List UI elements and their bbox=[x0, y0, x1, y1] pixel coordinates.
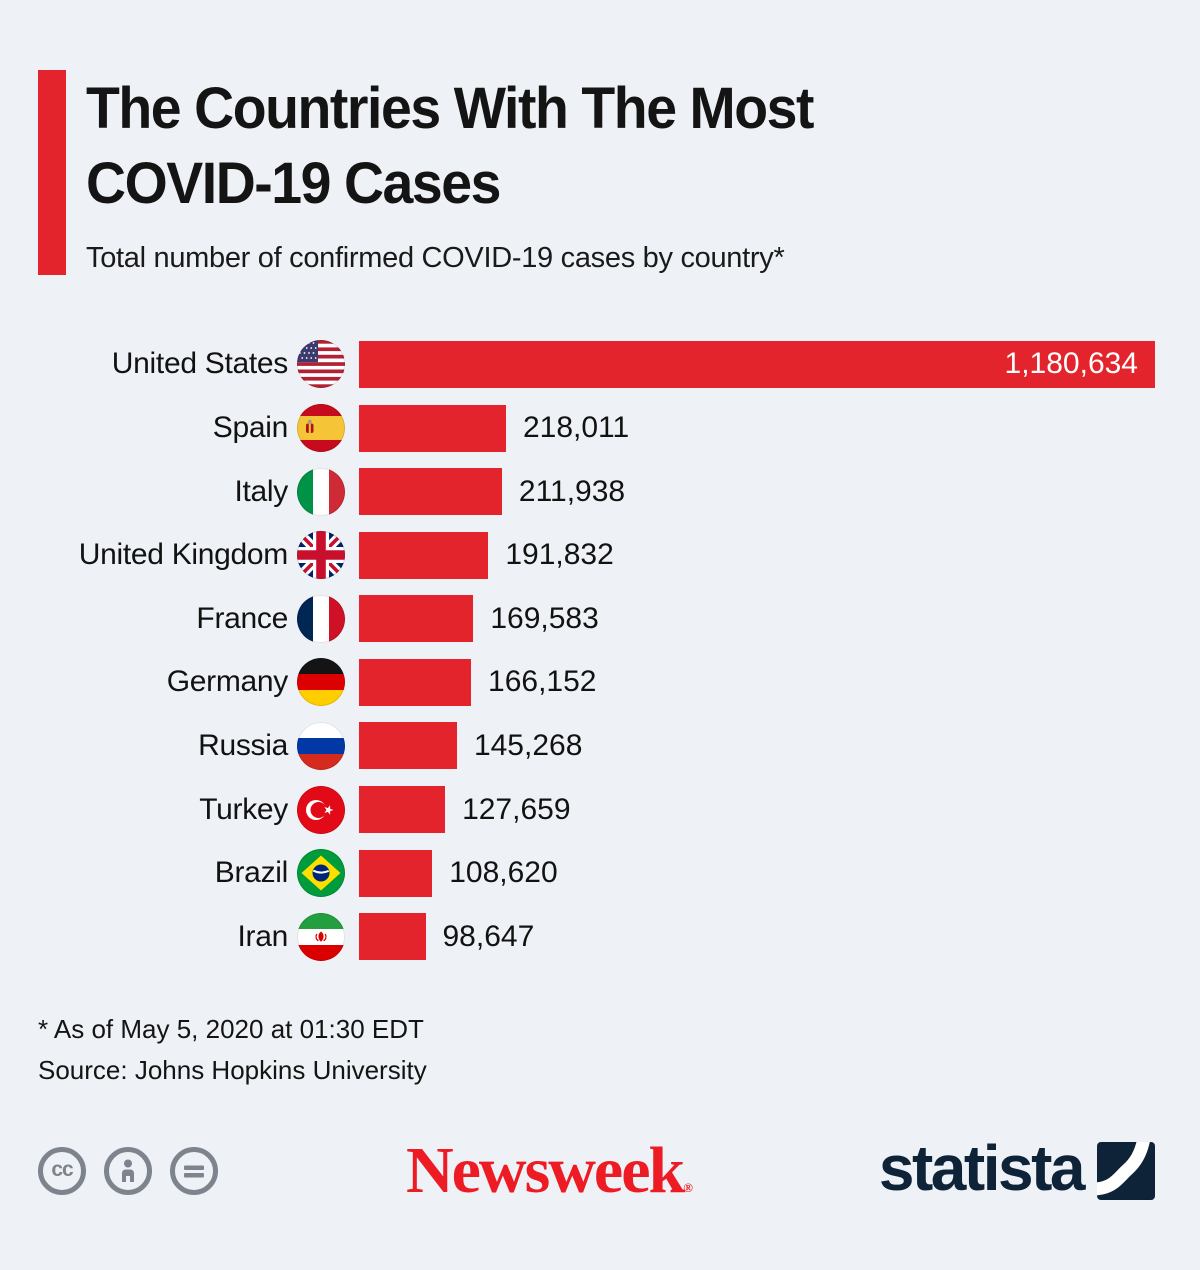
flag-italy-icon bbox=[297, 467, 345, 516]
flag-france-icon bbox=[297, 594, 345, 643]
country-label-united-states: United States bbox=[111, 347, 289, 381]
bar-france bbox=[359, 595, 474, 643]
chart-subtitle: Total number of confirmed COVID-19 cases… bbox=[86, 241, 785, 274]
value-label-france: 169,583 bbox=[490, 601, 599, 635]
page-title: The Countries With The Most COVID-19 Cas… bbox=[86, 72, 814, 222]
source-line: Source: Johns Hopkins University bbox=[38, 1055, 427, 1086]
bar-area: 169,583 bbox=[359, 595, 1155, 643]
bar-area: 211,938 bbox=[359, 468, 1155, 516]
flag-brazil-icon bbox=[297, 849, 345, 898]
footnote: * As of May 5, 2020 at 01:30 EDT bbox=[38, 1013, 424, 1044]
flag-united-kingdom-icon bbox=[297, 531, 345, 580]
flag-germany-icon bbox=[297, 658, 345, 707]
title-line-2: COVID-19 Cases bbox=[86, 150, 501, 216]
attribution-person-icon bbox=[104, 1146, 152, 1195]
bar-united-kingdom bbox=[359, 531, 489, 579]
statista-logo-mark bbox=[1096, 1141, 1155, 1200]
flag-iran-icon bbox=[297, 912, 345, 961]
row-brazil: Brazil 108,620 bbox=[38, 841, 1155, 905]
bar-area: 98,647 bbox=[359, 913, 1155, 961]
titles: The Countries With The Most COVID-19 Cas… bbox=[86, 70, 847, 275]
brand-row: cc Newsweek® statista bbox=[38, 1136, 1155, 1206]
bar-italy bbox=[359, 468, 502, 516]
title-line-1: The Countries With The Most bbox=[86, 76, 814, 141]
row-turkey: Turkey 127,659 bbox=[38, 778, 1155, 842]
row-spain: Spain 218,011 bbox=[38, 396, 1155, 460]
value-label-united-kingdom: 191,832 bbox=[505, 538, 614, 572]
country-label-iran: Iran bbox=[237, 919, 289, 953]
creative-commons-icon: cc bbox=[38, 1146, 86, 1195]
bar-russia bbox=[359, 722, 457, 770]
bar-area: 166,152 bbox=[359, 658, 1155, 706]
statista-logo: statista bbox=[879, 1136, 1155, 1206]
newsweek-logo: Newsweek® bbox=[406, 1137, 693, 1204]
row-iran: Iran 98,647 bbox=[38, 905, 1155, 969]
flag-united-states-icon bbox=[297, 340, 345, 389]
country-label-italy: Italy bbox=[234, 474, 288, 508]
country-label-france: France bbox=[196, 601, 288, 635]
row-united-kingdom: United Kingdom 191,832 bbox=[38, 523, 1155, 587]
value-label-brazil: 108,620 bbox=[449, 856, 558, 890]
row-italy: Italy 211,938 bbox=[38, 460, 1155, 524]
flag-spain-icon bbox=[297, 404, 345, 453]
row-united-states: United States bbox=[38, 333, 1155, 397]
bar-germany bbox=[359, 658, 472, 706]
bar-area: 127,659 bbox=[359, 786, 1155, 834]
value-label-iran: 98,647 bbox=[442, 919, 535, 953]
bar-united-states: 1,180,634 bbox=[359, 340, 1155, 388]
bar-area: 218,011 bbox=[359, 404, 1155, 452]
country-label-turkey: Turkey bbox=[199, 792, 288, 826]
flag-russia-icon bbox=[297, 721, 345, 770]
bar-area: 108,620 bbox=[359, 849, 1155, 897]
bar-area: 145,268 bbox=[359, 722, 1155, 770]
bar-spain bbox=[359, 404, 506, 452]
bar-brazil bbox=[359, 849, 433, 897]
statista-logo-text: statista bbox=[878, 1131, 1086, 1204]
no-derivatives-equals-icon bbox=[170, 1146, 218, 1195]
row-france: France 169,583 bbox=[38, 587, 1155, 651]
bar-chart: United States bbox=[38, 333, 1155, 969]
value-label-turkey: 127,659 bbox=[462, 792, 571, 826]
footer: * As of May 5, 2020 at 01:30 EDT Source:… bbox=[38, 1009, 1155, 1092]
country-label-spain: Spain bbox=[212, 411, 289, 445]
value-label-united-states: 1,180,634 bbox=[1004, 347, 1138, 381]
bar-turkey bbox=[359, 786, 446, 834]
newsweek-logo-text: Newsweek bbox=[405, 1133, 685, 1207]
value-label-spain: 218,011 bbox=[522, 411, 630, 445]
infographic: The Countries With The Most COVID-19 Cas… bbox=[0, 70, 1200, 1206]
bar-area: 191,832 bbox=[359, 531, 1155, 579]
license-icons: cc bbox=[38, 1146, 218, 1195]
flag-turkey-icon bbox=[297, 785, 345, 834]
value-label-russia: 145,268 bbox=[473, 728, 583, 762]
country-label-brazil: Brazil bbox=[214, 856, 289, 890]
newsweek-reg-mark: ® bbox=[683, 1179, 693, 1195]
value-label-germany: 166,152 bbox=[488, 665, 597, 699]
header: The Countries With The Most COVID-19 Cas… bbox=[38, 70, 1155, 275]
bar-area: 1,180,634 bbox=[359, 340, 1155, 388]
row-russia: Russia 145,268 bbox=[38, 714, 1155, 778]
country-label-united-kingdom: United Kingdom bbox=[78, 538, 289, 572]
country-label-germany: Germany bbox=[166, 665, 289, 699]
bar-iran bbox=[359, 913, 426, 961]
row-germany: Germany 166,152 bbox=[38, 651, 1155, 715]
accent-bar bbox=[38, 70, 66, 275]
value-label-italy: 211,938 bbox=[518, 474, 626, 508]
country-label-russia: Russia bbox=[198, 728, 288, 762]
